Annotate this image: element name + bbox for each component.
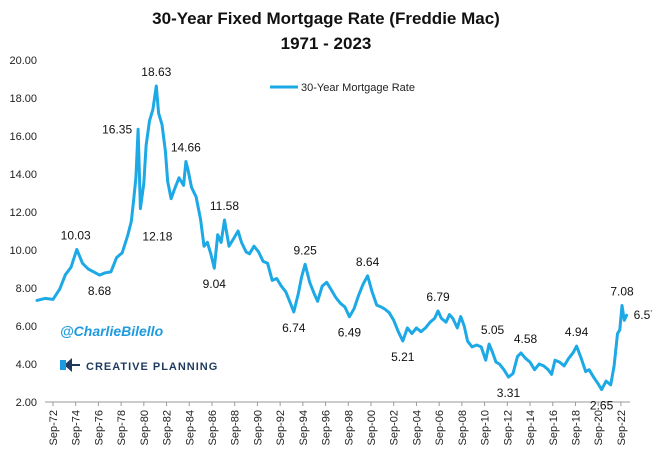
- y-tick-label: 10.00: [9, 245, 37, 257]
- x-tick-label: Sep-02: [389, 410, 401, 445]
- watermark-brand: CREATIVE PLANNING: [86, 361, 218, 373]
- y-tick-label: 16.00: [9, 131, 37, 143]
- y-tick-label: 18.00: [9, 93, 37, 105]
- data-label: 2.65: [590, 399, 614, 413]
- y-tick-label: 8.00: [16, 283, 37, 295]
- chart-title: 30-Year Fixed Mortgage Rate (Freddie Mac…: [152, 9, 500, 28]
- data-label: 6.74: [282, 321, 306, 335]
- y-tick-label: 2.00: [16, 397, 37, 409]
- data-label: 4.58: [514, 332, 538, 346]
- data-label: 8.64: [356, 255, 380, 269]
- x-tick-label: Sep-98: [343, 410, 355, 445]
- data-label: 12.18: [142, 230, 172, 244]
- x-tick-label: Sep-74: [71, 410, 83, 445]
- data-label: 7.08: [610, 284, 634, 298]
- data-label: 8.68: [88, 284, 112, 298]
- x-tick-label: Sep-08: [457, 410, 469, 445]
- x-tick-label: Sep-16: [548, 410, 560, 445]
- x-tick-label: Sep-20: [593, 410, 605, 445]
- data-label: 14.66: [171, 140, 201, 154]
- x-tick-label: Sep-18: [570, 410, 582, 445]
- watermark: @CharlieBilello CREATIVE PLANNING: [60, 323, 218, 373]
- y-tick-label: 12.00: [9, 207, 37, 219]
- x-tick-label: Sep-10: [480, 410, 492, 445]
- y-tick-label: 20.00: [9, 55, 37, 67]
- data-label: 4.94: [565, 325, 589, 339]
- series-line: [35, 84, 629, 392]
- data-label: 10.03: [61, 228, 91, 242]
- creative-planning-logo-icon: [60, 358, 80, 372]
- x-tick-label: Sep-86: [207, 410, 219, 445]
- x-tick-label: Sep-82: [162, 410, 174, 445]
- x-tick-label: Sep-94: [298, 410, 310, 445]
- x-tick-label: Sep-22: [616, 410, 628, 445]
- x-tick-label: Sep-80: [139, 410, 151, 445]
- data-label: 6.57: [634, 308, 652, 322]
- x-tick-label: Sep-88: [230, 410, 242, 445]
- chart-subtitle: 1971 - 2023: [281, 34, 372, 53]
- data-label: 5.05: [481, 323, 505, 337]
- y-tick-label: 4.00: [16, 359, 37, 371]
- data-label: 6.49: [338, 326, 362, 340]
- x-tick-label: Sep-96: [321, 410, 333, 445]
- data-label: 5.21: [391, 350, 415, 364]
- y-axis: 2.00 4.00 6.00 8.00 10.00 12.00 14.00 16.00 18.0…: [9, 55, 37, 409]
- series-group: [35, 84, 629, 392]
- data-label: 9.04: [203, 277, 227, 291]
- x-tick-label: Sep-84: [184, 410, 196, 445]
- y-tick-label: 14.00: [9, 169, 37, 181]
- legend: 30-Year Mortgage Rate: [270, 82, 415, 94]
- x-tick-label: Sep-78: [116, 410, 128, 445]
- data-label: 9.25: [293, 243, 317, 257]
- data-label: 16.35: [102, 122, 132, 136]
- x-tick-label: Sep-04: [411, 410, 423, 445]
- data-label: 6.79: [426, 290, 450, 304]
- legend-label: 30-Year Mortgage Rate: [301, 82, 415, 94]
- annotations: 10.03 8.68 16.35 12.18 18.63 14.66 11.58 9.04 9.…: [61, 65, 652, 413]
- x-tick-label: Sep-76: [93, 410, 105, 445]
- watermark-handle: @CharlieBilello: [60, 323, 164, 339]
- x-tick-label: Sep-14: [525, 410, 537, 445]
- x-tick-label: Sep-72: [48, 410, 60, 445]
- x-tick-label: Sep-00: [366, 410, 378, 445]
- data-label: 3.31: [497, 386, 521, 400]
- y-tick-label: 6.00: [16, 321, 37, 333]
- data-label: 18.63: [141, 65, 171, 79]
- x-tick-label: Sep-06: [434, 410, 446, 445]
- x-tick-label: Sep-90: [252, 410, 264, 445]
- x-tick-label: Sep-92: [275, 410, 287, 445]
- x-axis: Sep-72 Sep-74 Sep-76 Sep-78 Sep-80 Sep-82 Sep-…: [45, 401, 630, 445]
- x-tick-label: Sep-12: [502, 410, 514, 445]
- data-label: 11.58: [210, 199, 239, 213]
